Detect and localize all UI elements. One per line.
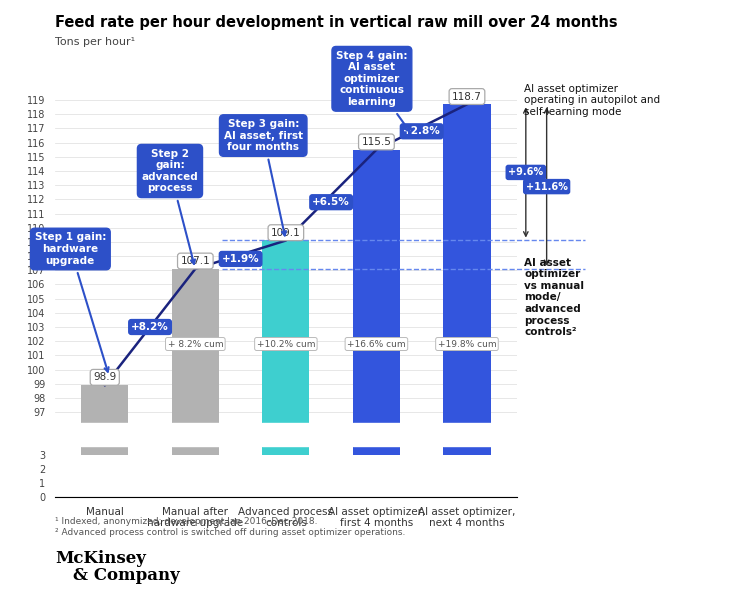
Text: Step 2
gain:
advanced
process: Step 2 gain: advanced process bbox=[141, 149, 199, 264]
Text: 118.7: 118.7 bbox=[452, 92, 482, 102]
Text: +19.8% cum: +19.8% cum bbox=[438, 340, 496, 349]
Text: Step 3 gain:
AI asset, first
four months: Step 3 gain: AI asset, first four months bbox=[224, 119, 303, 235]
Text: +10.2% cum: +10.2% cum bbox=[257, 340, 315, 349]
Bar bbox=[443, 104, 490, 455]
Text: + 8.2% cum: + 8.2% cum bbox=[168, 340, 223, 349]
Text: ¹ Indexed, anonymized; development Jan 2016–Dec 2018.: ¹ Indexed, anonymized; development Jan 2… bbox=[55, 517, 317, 526]
Text: AI asset optimizer
operating in autopilot and
self-learning mode: AI asset optimizer operating in autopilo… bbox=[524, 84, 660, 117]
Text: ² Advanced process control is switched off during asset optimizer operations.: ² Advanced process control is switched o… bbox=[55, 528, 405, 537]
Text: +1.9%: +1.9% bbox=[222, 254, 259, 264]
Text: Step 1 gain:
hardware
upgrade: Step 1 gain: hardware upgrade bbox=[34, 232, 108, 372]
Bar bbox=[353, 150, 400, 455]
Text: +11.6%: +11.6% bbox=[526, 181, 567, 192]
Text: Tons per hour¹: Tons per hour¹ bbox=[55, 37, 135, 47]
Bar bbox=[81, 385, 128, 455]
Text: Step 4 gain:
AI asset
optimizer
continuous
learning: Step 4 gain: AI asset optimizer continuo… bbox=[336, 51, 410, 131]
Text: & Company: & Company bbox=[73, 567, 180, 584]
Text: +8.2%: +8.2% bbox=[131, 322, 169, 332]
Text: 109.1: 109.1 bbox=[271, 228, 301, 238]
Bar bbox=[262, 240, 309, 455]
Text: 98.9: 98.9 bbox=[93, 373, 117, 382]
Text: McKinsey: McKinsey bbox=[55, 550, 146, 567]
Text: +9.6%: +9.6% bbox=[508, 167, 543, 177]
Text: +16.6% cum: +16.6% cum bbox=[347, 340, 406, 349]
Text: AI asset
optimizer
vs manual
mode/
advanced
process
controls²: AI asset optimizer vs manual mode/ advan… bbox=[524, 258, 584, 337]
Text: +2.8%: +2.8% bbox=[403, 126, 441, 137]
Text: 107.1: 107.1 bbox=[180, 256, 210, 266]
Text: Feed rate per hour development in vertical raw mill over 24 months: Feed rate per hour development in vertic… bbox=[55, 15, 618, 30]
Text: +6.5%: +6.5% bbox=[312, 197, 350, 207]
Bar bbox=[172, 269, 219, 455]
Text: 115.5: 115.5 bbox=[361, 137, 391, 147]
